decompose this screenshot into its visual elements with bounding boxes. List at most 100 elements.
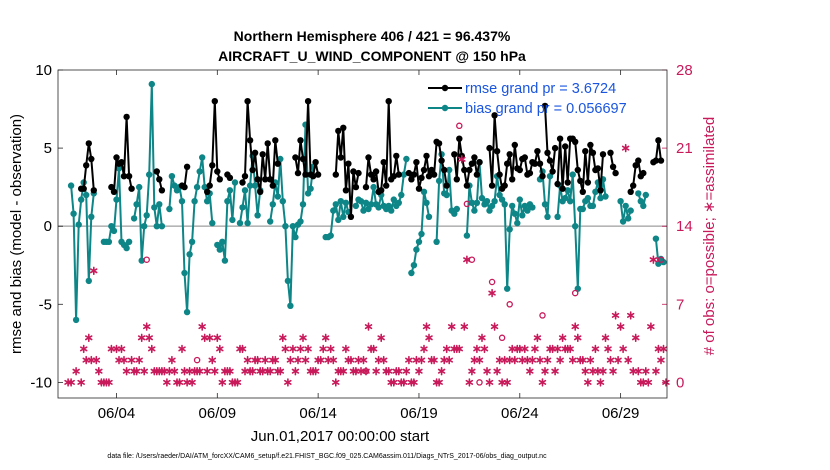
bias-point — [408, 269, 415, 277]
obs-assimilated-point — [652, 366, 660, 376]
bias-point — [521, 202, 528, 210]
rmse-point — [254, 176, 261, 183]
legend-rmse-label: rmse grand pr = 3.6724 — [465, 81, 616, 97]
bias-point — [83, 191, 90, 199]
rmse-point — [657, 157, 665, 164]
bias-point — [660, 258, 667, 266]
obs-assimilated-point — [601, 333, 610, 343]
obs-assimilated-point — [604, 344, 612, 354]
rmse-point — [380, 159, 387, 166]
obs-assimilated-point — [485, 378, 494, 387]
rmse-point — [83, 162, 90, 169]
rmse-point — [420, 166, 428, 174]
bias-point — [483, 198, 491, 205]
bias-point — [617, 198, 624, 205]
rmse-point — [425, 173, 433, 180]
obs-assimilated-point — [253, 355, 262, 365]
obs-assimilated-point — [90, 266, 98, 276]
rmse-point — [211, 98, 218, 105]
rmse-point — [350, 168, 357, 175]
rmse-point — [153, 168, 160, 175]
rmse-point — [370, 176, 377, 183]
obs-assimilated-point — [526, 366, 534, 376]
obs-assimilated-point — [248, 366, 257, 376]
bias-point — [299, 201, 307, 208]
obs-assimilated-point — [468, 366, 476, 376]
obs-assimilated-point — [571, 322, 580, 331]
bias-point — [330, 207, 337, 214]
bias-point — [367, 201, 375, 208]
bias-point — [473, 199, 481, 206]
rmse-point — [599, 151, 607, 158]
bias-point — [453, 205, 460, 213]
bias-point — [637, 198, 644, 205]
obs-assimilated-point — [95, 366, 103, 376]
rmse-point — [556, 135, 564, 142]
obs-assimilated-point — [289, 344, 297, 354]
obs-assimilated-point — [402, 366, 411, 376]
rmse-point — [226, 174, 234, 181]
obs-assimilated-point — [581, 366, 590, 376]
rmse-point — [292, 154, 299, 161]
rmse-point — [128, 185, 135, 192]
rmse-point — [216, 176, 223, 183]
rmse-point — [408, 176, 415, 183]
obs-assimilated-point — [148, 344, 156, 354]
bias-point — [443, 191, 450, 199]
rmse-point — [627, 188, 634, 195]
legend-rmse-marker — [441, 84, 449, 92]
obs-assimilated-point — [531, 344, 539, 354]
bias-point — [133, 201, 140, 208]
obs-assimilated-point — [647, 322, 655, 331]
obs-assimilated-point — [132, 366, 141, 376]
obs-assimilated-point — [127, 355, 136, 365]
obs-assimilated-point — [536, 355, 544, 365]
bias-point — [413, 246, 420, 253]
obs-assimilated-point — [566, 344, 574, 354]
obs-assimilated-point — [599, 366, 607, 376]
rmse-point — [554, 180, 561, 188]
bias-point — [425, 213, 433, 220]
obs-assimilated-point — [626, 311, 635, 320]
bias-point — [579, 205, 586, 213]
series-layer — [67, 80, 667, 324]
bias-point — [569, 171, 576, 178]
bias-point — [141, 223, 148, 230]
rmse-point — [365, 154, 372, 161]
bias-point — [214, 241, 221, 249]
rmse-point — [468, 160, 476, 167]
legend-bias-label: bias grand pr = 0.056697 — [465, 101, 627, 117]
bias-point — [292, 233, 299, 241]
obs-assimilated-point — [490, 322, 499, 331]
rmse-point — [156, 176, 163, 183]
bias-point — [171, 182, 178, 189]
bias-point — [229, 216, 236, 224]
x-tick-label: 06/29 — [602, 405, 640, 422]
bias-point — [156, 201, 163, 208]
obs-assimilated-point — [218, 378, 227, 387]
bias-point — [158, 223, 166, 230]
bias-point — [209, 219, 216, 227]
obs-possible-point — [506, 301, 513, 308]
obs-assimilated-point — [72, 366, 80, 376]
bias-point — [204, 198, 211, 205]
rmse-point — [345, 160, 352, 167]
obs-possible-point — [463, 200, 471, 208]
bias-point — [398, 191, 405, 199]
bias-point — [357, 198, 365, 205]
obs-assimilated-point — [621, 143, 630, 153]
tick-layer: 06/04 06/09 06/14 06/19 06/24 06/29 -10 -5 0 5 10 0… — [30, 62, 692, 422]
obs-assimilated-point — [296, 344, 305, 354]
rmse-point — [531, 160, 539, 167]
obs-assimilated-point — [510, 355, 519, 365]
bias-point — [420, 188, 428, 195]
bias-point — [75, 221, 82, 228]
obs-assimilated-point — [122, 366, 131, 376]
obs-assimilated-point — [211, 366, 219, 376]
rmse-point — [488, 182, 496, 189]
bias-point — [219, 238, 226, 245]
obs-assimilated-point — [233, 378, 242, 387]
obs-assimilated-point — [503, 378, 511, 387]
rmse-point — [108, 183, 115, 191]
